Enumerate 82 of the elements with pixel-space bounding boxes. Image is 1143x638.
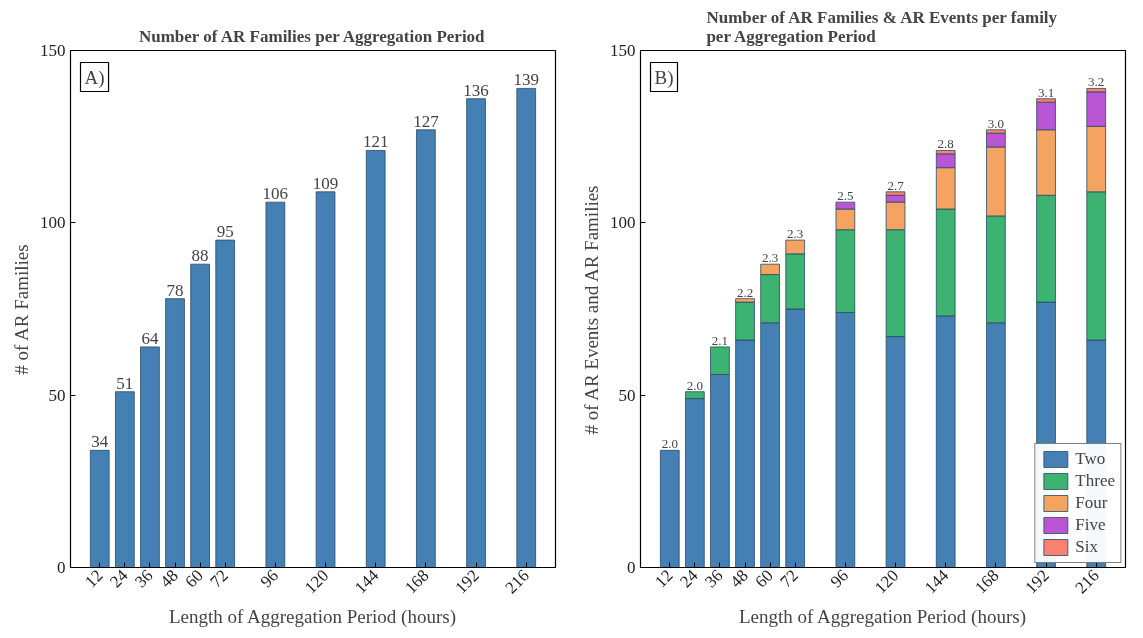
legend-label: Five [1075,515,1106,535]
legend-label: Two [1075,449,1106,469]
chart-title: Number of AR Families per Aggregation Period [138,26,486,46]
bar [165,298,185,568]
data-label: 78 [166,280,184,300]
x-tick-label: 12 [651,565,677,592]
x-tick-label: 48 [156,565,182,592]
annotation: 2.3 [787,226,804,242]
annotation: 2.3 [761,250,779,266]
data-label: 127 [413,111,440,131]
x-axis-title: Length of Aggregation Period (hours) [738,606,1027,629]
y-axis-title: # of AR Families [11,244,32,375]
bar [265,201,286,568]
y-tick-label: 50 [48,385,66,405]
bar [115,391,135,568]
data-label: 106 [262,184,289,204]
bar [215,239,236,568]
x-tick-label: 192 [1021,565,1053,598]
x-tick-label: 144 [920,565,953,598]
data-label: 51 [116,373,134,393]
x-tick-label: 12 [81,565,107,592]
annotation: 2.2 [736,284,754,300]
bar [89,449,110,568]
x-tick-label: 72 [206,565,232,592]
bar [416,129,436,568]
data-label: 121 [362,132,389,152]
annotation: 3.0 [987,115,1005,131]
annotation: 2.5 [837,188,854,204]
x-tick-label: 168 [971,565,1003,598]
y-tick-label: 0 [627,558,636,577]
data-label: 95 [216,222,234,242]
y-tick-label: 150 [610,41,636,60]
annotation: 2.0 [686,377,703,393]
x-tick-label: 216 [1071,565,1103,598]
x-tick-label: 72 [776,565,802,592]
annotation: 2.8 [937,136,954,152]
x-tick-label: 144 [350,565,383,598]
x-tick-label: 216 [501,565,533,598]
y-tick-label: 50 [618,385,636,405]
x-tick-label: 48 [726,565,752,592]
y-axis-title: # of AR Events and AR Families [581,185,602,435]
data-label: 109 [312,173,339,193]
y-tick-label: 100 [40,213,66,233]
data-label: 88 [191,246,209,266]
annotation: 3.2 [1088,74,1105,90]
legend-label: Three [1075,471,1115,491]
chart-title: Number of AR Families & AR Events per family per Aggregation Period [706,7,1058,46]
x-tick-label: 96 [256,565,283,592]
x-tick-label: 60 [751,565,777,592]
legend-label: Four [1075,493,1108,513]
bar [365,150,386,568]
bar [466,98,486,568]
x-tick-label: 24 [106,565,132,592]
annotation: 2.7 [887,177,905,193]
bar [315,191,336,568]
y-tick-label: 150 [40,41,66,60]
x-tick-label: 96 [826,565,853,592]
x-tick-label: 168 [401,565,433,598]
x-tick-label: 120 [300,565,333,598]
bar [140,346,160,568]
x-tick-label: 36 [701,565,727,592]
x-axis-title: Length of Aggregation Period (hours) [168,606,457,629]
annotation: B) [654,66,674,89]
annotation: 2.0 [661,436,678,452]
x-tick-label: 120 [870,565,903,598]
data-label: 64 [141,328,159,348]
x-tick-label: 24 [676,565,702,592]
y-tick-label: 100 [610,213,636,233]
data-label: 139 [513,70,539,90]
annotation: 2.1 [711,332,729,348]
annotation: 3.1 [1037,84,1055,100]
x-tick-label: 192 [451,565,483,598]
legend-label: Six [1075,537,1099,557]
x-tick-label: 36 [131,565,157,592]
data-label: 136 [463,80,489,100]
data-label: 34 [91,432,109,452]
x-tick-label: 60 [181,565,207,592]
annotation: A) [84,66,105,89]
bar [516,88,537,568]
bar [659,449,680,568]
bar [190,263,210,568]
y-tick-label: 0 [57,558,66,577]
